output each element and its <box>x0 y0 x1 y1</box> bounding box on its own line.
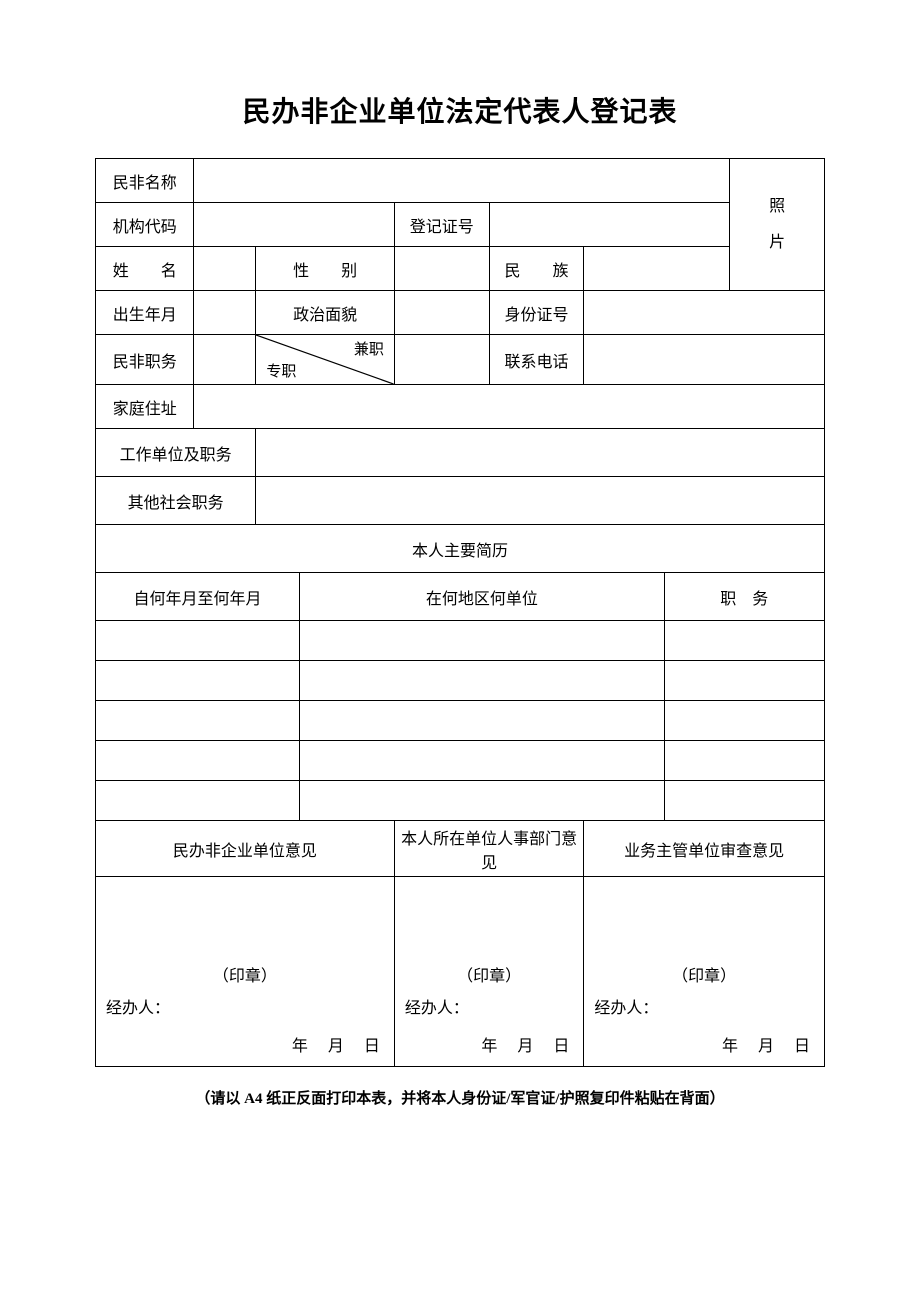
registration-table: 民非名称 照 片 机构代码 登记证号 姓 名 性 别 民 族 出生年月 政治面貌… <box>95 158 825 1067</box>
signature-block-supervisor[interactable]: （印章） 经办人： 年 月 日 <box>584 877 825 1067</box>
resume-header: 本人主要简历 <box>96 525 825 573</box>
signature-block-org[interactable]: （印章） 经办人： 年 月 日 <box>96 877 395 1067</box>
label-contact: 联系电话 <box>489 335 584 385</box>
col-period: 自何年月至何年月 <box>96 573 300 621</box>
opinion-supervisor-header: 业务主管单位审查意见 <box>584 821 825 877</box>
date-label: 年 月 日 <box>481 1032 571 1056</box>
value-org-name[interactable] <box>194 159 730 203</box>
label-gender: 性 别 <box>256 247 395 291</box>
resume-row[interactable] <box>96 621 825 661</box>
label-home-addr: 家庭住址 <box>96 385 194 429</box>
label-other-roles: 其他社会职务 <box>96 477 256 525</box>
label-name: 姓 名 <box>96 247 194 291</box>
value-home-addr[interactable] <box>194 385 825 429</box>
resume-row[interactable] <box>96 661 825 701</box>
value-other-roles[interactable] <box>256 477 825 525</box>
value-name[interactable] <box>194 247 256 291</box>
signature-block-hr[interactable]: （印章） 经办人： 年 月 日 <box>394 877 584 1067</box>
photo-label-1: 照 <box>734 189 820 224</box>
value-gender[interactable] <box>394 247 489 291</box>
diag-label-bot: 专职 <box>266 360 296 381</box>
label-work-unit: 工作单位及职务 <box>96 429 256 477</box>
col-role: 职 务 <box>664 573 824 621</box>
label-org-code: 机构代码 <box>96 203 194 247</box>
seal-label: （印章） <box>584 962 824 986</box>
form-title: 民办非企业单位法定代表人登记表 <box>95 90 825 130</box>
value-fulltime[interactable] <box>394 335 489 385</box>
handler-label: 经办人： <box>594 994 658 1018</box>
handler-label: 经办人： <box>106 994 170 1018</box>
diag-label-top: 兼职 <box>354 338 384 359</box>
seal-label: （印章） <box>395 962 584 986</box>
resume-row[interactable] <box>96 741 825 781</box>
value-id-no[interactable] <box>584 291 825 335</box>
value-work-unit[interactable] <box>256 429 825 477</box>
seal-label: （印章） <box>96 962 394 986</box>
value-birth[interactable] <box>194 291 256 335</box>
date-label: 年 月 日 <box>722 1032 812 1056</box>
label-ethnicity: 民 族 <box>489 247 584 291</box>
value-contact[interactable] <box>584 335 825 385</box>
opinion-hr-header: 本人所在单位人事部门意见 <box>394 821 584 877</box>
value-reg-no[interactable] <box>489 203 730 247</box>
photo-placeholder: 照 片 <box>730 159 825 291</box>
value-ethnicity[interactable] <box>584 247 730 291</box>
resume-row[interactable] <box>96 781 825 821</box>
diagonal-cell: 兼职 专职 <box>256 335 395 385</box>
label-id-no: 身份证号 <box>489 291 584 335</box>
label-reg-no: 登记证号 <box>394 203 489 247</box>
col-where: 在何地区何单位 <box>300 573 664 621</box>
handler-label: 经办人： <box>405 994 469 1018</box>
date-label: 年 月 日 <box>292 1032 382 1056</box>
label-birth: 出生年月 <box>96 291 194 335</box>
label-org-name: 民非名称 <box>96 159 194 203</box>
photo-label-2: 片 <box>734 225 820 260</box>
opinion-org-header: 民办非企业单位意见 <box>96 821 395 877</box>
resume-row[interactable] <box>96 701 825 741</box>
value-org-code[interactable] <box>194 203 394 247</box>
label-position: 民非职务 <box>96 335 194 385</box>
footnote: （请以 A4 纸正反面打印本表，并将本人身份证/军官证/护照复印件粘贴在背面） <box>95 1087 825 1108</box>
label-political: 政治面貌 <box>256 291 395 335</box>
value-position[interactable] <box>194 335 256 385</box>
value-political[interactable] <box>394 291 489 335</box>
